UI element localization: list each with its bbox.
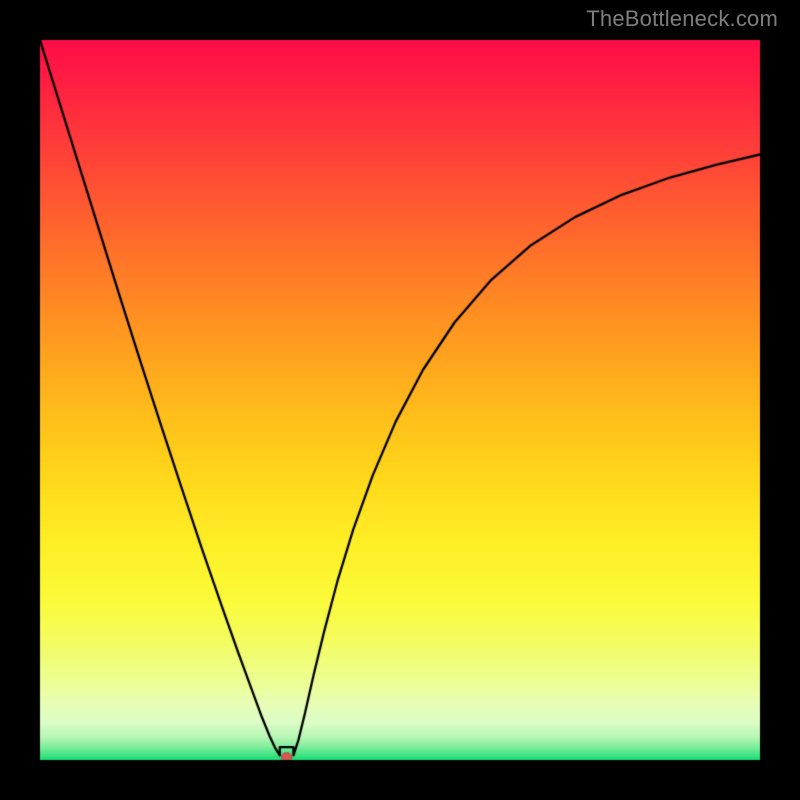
chart-frame: TheBottleneck.com <box>0 0 800 800</box>
bottleneck-curve-chart <box>0 0 800 800</box>
watermark-text: TheBottleneck.com <box>586 6 778 32</box>
